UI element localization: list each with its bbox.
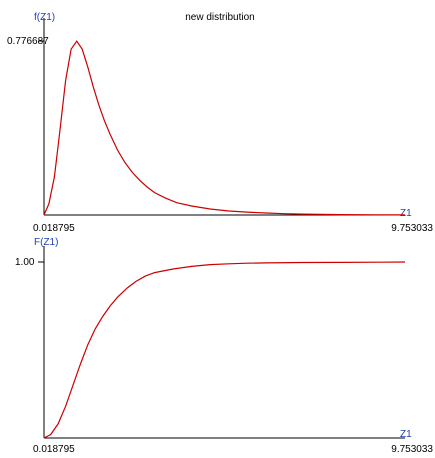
cumulative-y-tick-max: 1.00 [15, 257, 35, 268]
density-x-tick-min: 0.018795 [33, 223, 75, 234]
cumulative-y-axis-label: F(Z1) [34, 237, 58, 248]
density-x-tick-max: 9.753033 [391, 223, 433, 234]
density-y-axis-label: f(Z1) [34, 12, 55, 23]
cumulative-x-tick-max: 9.753033 [391, 444, 433, 455]
cumulative-x-axis-label: Z1 [400, 429, 412, 440]
density-curve [43, 40, 406, 216]
cumulative-x-tick-min: 0.018795 [33, 444, 75, 455]
cumulative-chart: F(Z1) Z1 1.00 0.018795 9.753033 [15, 237, 433, 455]
chart-title: new distribution [185, 12, 254, 23]
density-chart: f(Z1) Z1 0.776687 0.018795 9.753033 [7, 12, 433, 234]
density-x-axis-label: Z1 [400, 208, 412, 219]
density-y-tick-max: 0.776687 [7, 36, 49, 47]
cumulative-curve [43, 261, 406, 439]
